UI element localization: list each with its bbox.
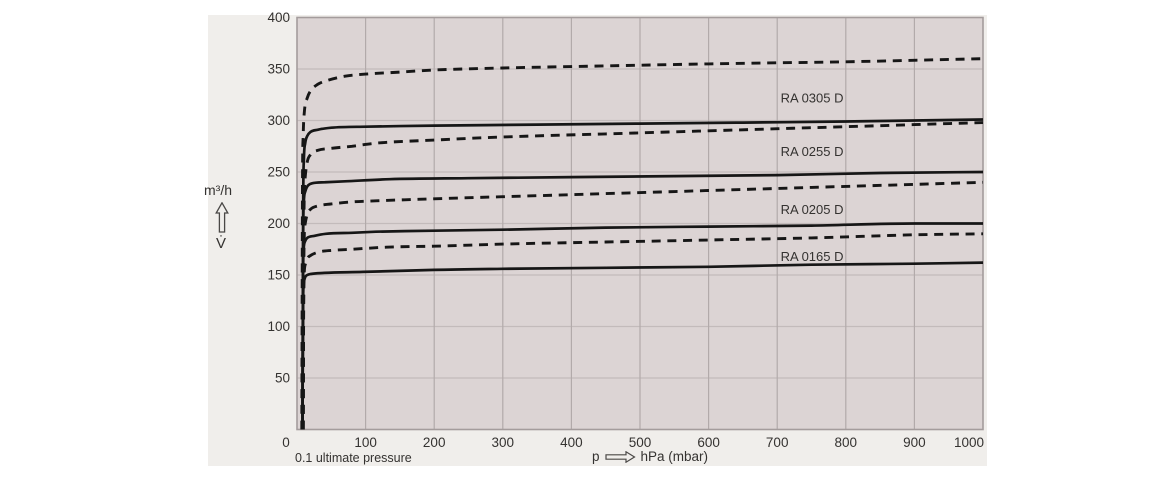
x-tick-label: 300 bbox=[492, 435, 515, 450]
x-axis-label: p hPa (mbar) bbox=[592, 449, 708, 464]
x-tick-label: 600 bbox=[697, 435, 720, 450]
x-tick-label: 400 bbox=[560, 435, 583, 450]
curve-ra-0205-d-solid bbox=[301, 222, 983, 430]
y-tick-label: 100 bbox=[267, 319, 290, 334]
curve-label-ra-0255-d: RA 0255 D bbox=[781, 144, 844, 159]
x-tick-label: 200 bbox=[423, 435, 446, 450]
arrow-up-icon bbox=[215, 202, 229, 233]
x-tick-label: 500 bbox=[629, 435, 652, 450]
y-tick-label: 50 bbox=[275, 371, 290, 386]
y-tick-label: 200 bbox=[267, 216, 290, 231]
curve-ra-0165-d-solid bbox=[301, 261, 983, 430]
x-tick-label: 700 bbox=[766, 435, 789, 450]
curve-ra-0255-d-dashed bbox=[301, 121, 983, 430]
x-tick-label: 800 bbox=[835, 435, 858, 450]
curve-label-ra-0205-d: RA 0205 D bbox=[781, 202, 844, 217]
curve-ra-0305-d-dashed bbox=[300, 57, 983, 430]
y-tick-label: 350 bbox=[267, 62, 290, 77]
y-tick-label: 300 bbox=[267, 113, 290, 128]
curve-ra-0255-d-solid bbox=[301, 170, 983, 430]
curve-ra-0165-d-dashed bbox=[301, 232, 983, 430]
y-tick-label: 250 bbox=[267, 165, 290, 180]
x-axis-unit: hPa (mbar) bbox=[640, 449, 709, 464]
curve-ra-0305-d-solid bbox=[301, 118, 983, 430]
y-tick-label: 150 bbox=[267, 268, 290, 283]
ultimate-pressure-note: 0.1 ultimate pressure bbox=[295, 451, 412, 465]
x-axis-symbol: p bbox=[592, 449, 600, 464]
y-axis-symbol: V̇ bbox=[216, 235, 227, 252]
y-tick-label: 400 bbox=[267, 10, 290, 25]
arrow-right-icon bbox=[604, 450, 636, 463]
curve-label-ra-0165-d: RA 0165 D bbox=[781, 249, 844, 264]
y-axis-unit: m³/h bbox=[204, 182, 232, 198]
curve-label-ra-0305-d: RA 0305 D bbox=[781, 90, 844, 105]
x-tick-label: 100 bbox=[354, 435, 377, 450]
x-tick-label: 900 bbox=[903, 435, 926, 450]
x-tick-label: 0 bbox=[282, 435, 290, 450]
x-tick-label: 1000 bbox=[954, 435, 984, 450]
curve-ra-0205-d-dashed bbox=[301, 180, 983, 430]
